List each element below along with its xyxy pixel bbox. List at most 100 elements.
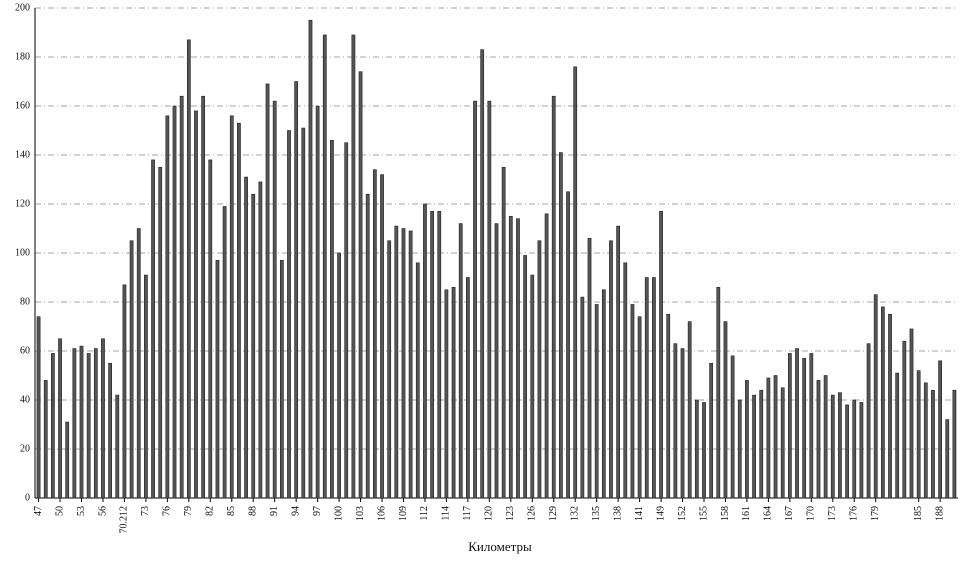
bar (723, 321, 728, 499)
bar (809, 353, 814, 499)
bar (258, 181, 263, 499)
bar (566, 191, 570, 499)
bar (287, 130, 291, 499)
bar (852, 399, 857, 499)
x-tick-label: 149 (655, 506, 666, 521)
bar (909, 328, 914, 499)
y-tick-label: 20 (20, 443, 30, 454)
bar (101, 338, 105, 499)
bar (480, 49, 485, 499)
bar (65, 421, 70, 499)
bar (136, 228, 141, 499)
bar (86, 353, 91, 499)
bar (265, 83, 270, 499)
x-tick-label: 141 (634, 506, 645, 521)
x-tick-label: 173 (827, 506, 838, 521)
y-tick-label: 100 (15, 247, 30, 258)
x-tick-label: 188 (934, 506, 945, 521)
bar (251, 193, 256, 499)
bar (916, 370, 921, 499)
bar (923, 382, 928, 499)
bar (680, 348, 685, 499)
bar (165, 115, 170, 499)
bar (880, 306, 885, 499)
bar (158, 166, 163, 499)
bar (79, 345, 84, 499)
bar (551, 95, 556, 499)
bar (609, 240, 613, 499)
bar (437, 211, 442, 499)
bar (244, 176, 248, 499)
bar (830, 394, 835, 499)
x-tick-label: 53 (76, 506, 87, 516)
bar (179, 95, 184, 499)
bar (594, 304, 599, 499)
bar (201, 95, 206, 499)
x-tick-label: 91 (269, 506, 280, 516)
bar (938, 360, 942, 499)
x-tick-label: 50 (54, 506, 65, 516)
bar (823, 375, 828, 499)
x-tick-label: 170 (806, 506, 817, 521)
bar (473, 100, 477, 499)
x-tick-label: 94 (290, 506, 301, 516)
bar (72, 348, 77, 499)
bar (115, 394, 120, 499)
x-tick-label: 109 (398, 506, 409, 521)
bar (873, 294, 878, 499)
x-tick-label: 106 (376, 506, 387, 521)
bar (687, 321, 692, 499)
bar (279, 260, 284, 499)
y-tick-label: 160 (15, 100, 30, 111)
y-tick-label: 80 (20, 296, 30, 307)
bar (787, 353, 792, 499)
bar (222, 206, 227, 499)
y-tick-label: 60 (20, 345, 30, 356)
bar (151, 159, 155, 499)
bar (530, 274, 535, 499)
bar (272, 100, 277, 499)
bar (344, 142, 349, 499)
bar (716, 286, 721, 499)
x-tick-label: 135 (591, 506, 602, 521)
bar (408, 230, 413, 499)
x-tick-label: 185 (913, 506, 924, 521)
bar (237, 122, 241, 499)
bar (301, 127, 306, 499)
bar (902, 340, 907, 499)
bar (365, 193, 370, 499)
bar (487, 100, 492, 499)
bar (315, 105, 320, 499)
bar (866, 343, 871, 499)
bar (129, 240, 134, 499)
bar (559, 152, 563, 499)
bar (466, 277, 470, 499)
x-tick-label: 70.212 (119, 506, 130, 534)
x-tick-label: 179 (870, 506, 881, 521)
bar (745, 380, 749, 499)
bar (931, 389, 935, 499)
bar (351, 34, 356, 499)
bar (623, 262, 628, 499)
bar (330, 140, 334, 499)
bar (322, 34, 327, 499)
y-tick-label: 180 (15, 51, 30, 62)
x-tick-label: 76 (162, 506, 173, 516)
bar (694, 399, 699, 499)
bar (458, 223, 463, 499)
bar (380, 174, 384, 499)
bar (451, 286, 456, 499)
x-tick-label: 176 (849, 506, 860, 521)
bar (795, 348, 799, 499)
bar (215, 260, 220, 499)
y-tick-label: 0 (25, 492, 30, 503)
bar (652, 277, 656, 499)
bar (444, 289, 449, 499)
bar (752, 394, 756, 499)
x-tick-label: 167 (784, 506, 795, 521)
x-tick-label: 155 (698, 506, 709, 521)
x-tick-label: 152 (677, 506, 688, 521)
bar (144, 274, 148, 499)
bar (802, 358, 807, 499)
bar (730, 355, 735, 499)
